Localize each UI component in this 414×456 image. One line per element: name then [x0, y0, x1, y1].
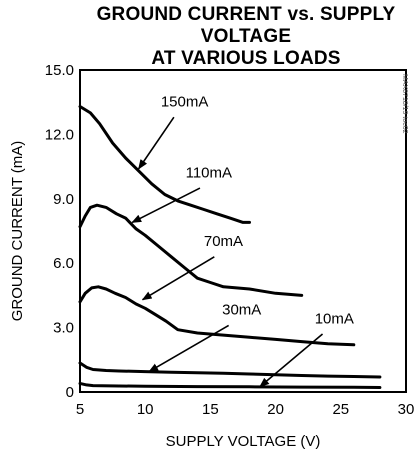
annotation-label: 110mA — [186, 164, 232, 181]
annotation-label: 10mA — [315, 310, 354, 327]
annotation-label: 150mA — [161, 93, 209, 110]
x-tick-label: 25 — [332, 401, 349, 418]
y-tick-label: 6.0 — [53, 255, 74, 272]
y-tick-label: 15.0 — [45, 62, 74, 79]
y-tick-label: 9.0 — [53, 191, 74, 208]
y-tick-label: 0 — [66, 384, 74, 401]
y-tick-label: 3.0 — [53, 320, 74, 337]
y-axis-label: GROUND CURRENT (mA) — [9, 141, 26, 322]
x-tick-label: 5 — [76, 401, 84, 418]
x-tick-label: 10 — [137, 401, 154, 418]
annotation-label: 70mA — [204, 233, 243, 250]
figure-code-label: MAX8718/19 toc02 — [401, 74, 408, 134]
annotation-arrow — [139, 117, 174, 169]
x-tick-label: 20 — [267, 401, 284, 418]
x-tick-label: 30 — [398, 401, 414, 418]
series-line-70mA — [80, 287, 354, 345]
series-line-10mA — [80, 383, 380, 387]
x-axis-label: SUPPLY VOLTAGE (V) — [166, 433, 321, 450]
y-tick-label: 12.0 — [45, 126, 74, 143]
plot-frame — [80, 70, 406, 392]
x-tick-label: 15 — [202, 401, 219, 418]
series-line-110mA — [80, 205, 302, 295]
annotation-label: 30mA — [222, 302, 261, 319]
series-line-30mA — [80, 363, 380, 377]
